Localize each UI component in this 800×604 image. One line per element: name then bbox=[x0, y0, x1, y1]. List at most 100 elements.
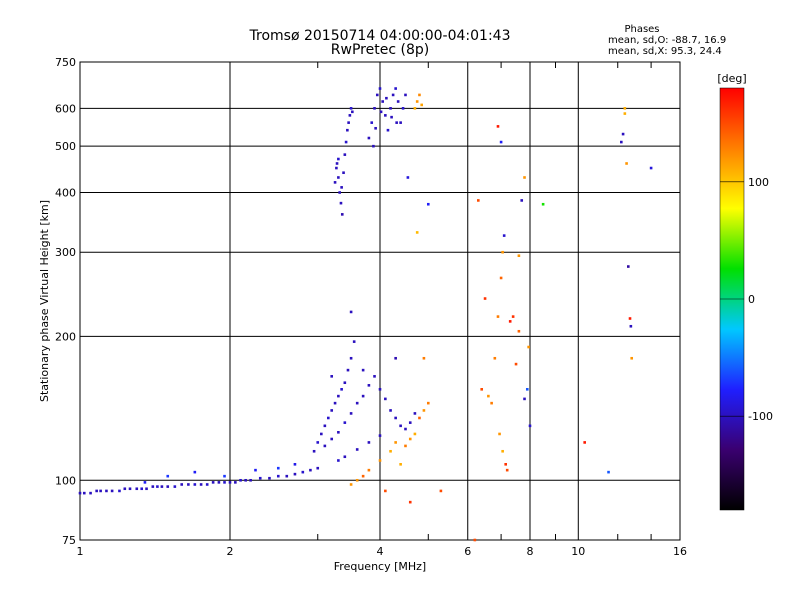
x-tick-label: 16 bbox=[673, 545, 687, 558]
data-point bbox=[385, 96, 388, 100]
data-point bbox=[499, 276, 503, 280]
data-point bbox=[349, 310, 353, 314]
data-point bbox=[349, 483, 353, 486]
data-point bbox=[309, 468, 312, 472]
data-point bbox=[223, 481, 226, 484]
data-point bbox=[249, 478, 252, 482]
data-point bbox=[187, 483, 190, 486]
data-point bbox=[625, 162, 628, 165]
data-point bbox=[404, 93, 407, 97]
data-point bbox=[394, 416, 397, 420]
phase-stats-x: mean, sd,X: 95.3, 24.4 bbox=[608, 46, 722, 57]
data-point bbox=[399, 463, 402, 466]
data-point bbox=[217, 481, 221, 484]
data-point bbox=[254, 468, 257, 472]
data-point bbox=[523, 397, 526, 401]
data-point bbox=[391, 93, 395, 97]
data-point bbox=[355, 478, 359, 482]
data-point bbox=[99, 489, 102, 493]
data-point bbox=[285, 474, 289, 478]
data-point bbox=[123, 487, 127, 491]
x-tick-label: 4 bbox=[377, 545, 384, 558]
data-point bbox=[418, 416, 421, 420]
data-point bbox=[406, 176, 410, 179]
data-point bbox=[276, 466, 280, 470]
grid-layer bbox=[80, 62, 680, 540]
data-point bbox=[361, 474, 365, 478]
data-point bbox=[337, 459, 340, 462]
data-point bbox=[335, 162, 339, 165]
data-point bbox=[499, 140, 503, 144]
data-point bbox=[394, 87, 397, 90]
data-point bbox=[505, 468, 509, 472]
points-layer bbox=[78, 87, 653, 542]
data-point bbox=[378, 388, 382, 391]
data-point bbox=[367, 441, 371, 444]
colorbar-ticks-layer: -100 0 100 bbox=[720, 176, 773, 423]
data-point bbox=[426, 401, 430, 405]
data-point bbox=[339, 201, 343, 205]
data-point bbox=[89, 491, 92, 495]
data-point bbox=[316, 466, 320, 470]
data-point bbox=[379, 110, 383, 114]
data-point bbox=[118, 489, 121, 493]
data-point bbox=[408, 437, 412, 441]
data-point bbox=[426, 202, 430, 206]
data-point bbox=[623, 107, 627, 110]
y-tick-label: 400 bbox=[55, 186, 76, 199]
data-point bbox=[330, 375, 334, 378]
data-point bbox=[343, 153, 347, 156]
data-point bbox=[490, 401, 493, 405]
data-point bbox=[629, 324, 633, 328]
data-point bbox=[337, 176, 340, 179]
data-point bbox=[527, 345, 530, 349]
data-point bbox=[367, 468, 371, 472]
data-point bbox=[373, 375, 376, 378]
data-point bbox=[351, 110, 354, 114]
data-point bbox=[244, 478, 247, 482]
data-point bbox=[514, 362, 518, 366]
data-point bbox=[228, 481, 232, 484]
data-point bbox=[511, 315, 515, 318]
data-point bbox=[361, 394, 365, 398]
data-point bbox=[348, 114, 352, 117]
data-point bbox=[327, 416, 330, 420]
colorbar-tick-label: 100 bbox=[748, 176, 769, 189]
data-point bbox=[498, 432, 501, 436]
data-point bbox=[413, 107, 417, 110]
data-point bbox=[301, 470, 305, 474]
data-point bbox=[649, 166, 653, 170]
data-point bbox=[344, 140, 348, 144]
data-point bbox=[389, 107, 392, 110]
data-point bbox=[193, 483, 197, 486]
data-point bbox=[330, 409, 334, 412]
x-tick-label: 2 bbox=[227, 545, 234, 558]
data-point bbox=[384, 489, 387, 493]
data-point bbox=[390, 115, 393, 119]
data-point bbox=[293, 463, 297, 466]
data-point bbox=[349, 412, 353, 415]
data-point bbox=[330, 437, 334, 441]
data-point bbox=[378, 459, 382, 462]
data-point bbox=[268, 476, 271, 480]
data-point bbox=[323, 444, 327, 448]
data-point bbox=[480, 388, 484, 391]
data-point bbox=[483, 297, 487, 300]
colorbar-tick-label: -100 bbox=[748, 410, 773, 423]
data-point bbox=[394, 441, 397, 444]
data-point bbox=[413, 432, 417, 436]
data-point bbox=[439, 489, 443, 493]
colorbar-label: [deg] bbox=[717, 72, 746, 85]
data-point bbox=[340, 388, 343, 391]
data-point bbox=[408, 500, 412, 504]
chart-title: Tromsø 20150714 04:00:00-04:01:43 bbox=[249, 28, 511, 44]
data-point bbox=[352, 340, 356, 343]
data-point bbox=[374, 126, 377, 130]
x-axis-label: Frequency [MHz] bbox=[334, 560, 426, 573]
data-point bbox=[193, 470, 197, 474]
data-point bbox=[340, 186, 343, 189]
data-point bbox=[346, 368, 350, 372]
y-ticks-layer: 75 100 200 300 400 500 600 750 bbox=[55, 56, 76, 547]
data-point bbox=[404, 427, 407, 431]
